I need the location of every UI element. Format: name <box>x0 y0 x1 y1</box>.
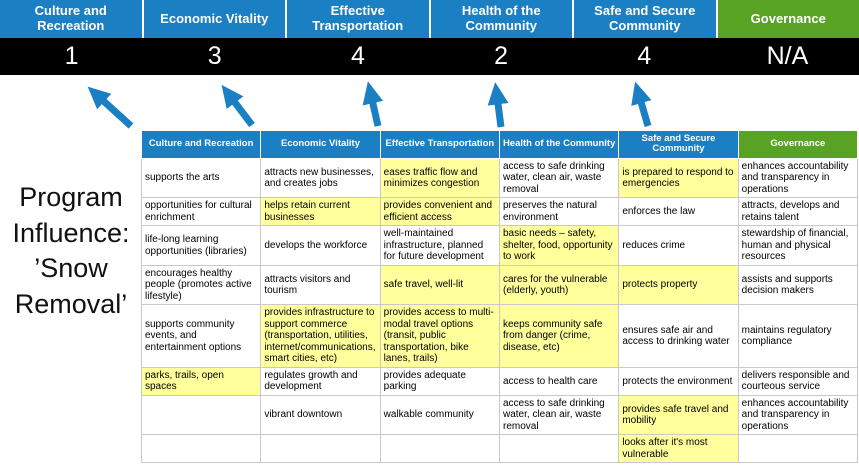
matrix-cell: provides access to multi-modal travel op… <box>379 304 500 368</box>
matrix-cell: supports community events, and entertain… <box>140 304 262 368</box>
matrix-cell-empty <box>498 434 620 464</box>
program-title-line: ’Snow <box>34 253 108 284</box>
matrix-cell: provides safe travel and mobility <box>618 394 739 436</box>
matrix-cell: access to safe drinking water, clean air… <box>498 157 620 199</box>
matrix-cell: access to health care <box>498 366 620 396</box>
pillar-score-safe-and-secure-community: 4 <box>637 42 652 70</box>
pillar-banner-effective-transportation: Effective Transportation <box>287 0 429 38</box>
matrix-cell: develops the workforce <box>260 225 381 266</box>
matrix-cell: walkable community <box>379 394 500 436</box>
matrix-cell: protects property <box>618 264 739 306</box>
matrix-cell: parks, trails, open spaces <box>140 366 262 396</box>
influence-matrix: Culture and Recreation Economic Vitality E… <box>140 130 859 464</box>
matrix-header-culture-and-recreation: Culture and Recreation <box>140 130 262 159</box>
pillar-score-culture-and-recreation: 1 <box>64 42 79 70</box>
matrix-row: parks, trails, open spaces regulates grow… <box>140 366 859 396</box>
matrix-cell: cares for the vulnerable (elderly, youth… <box>498 264 620 306</box>
pillar-score-economic-vitality: 3 <box>207 42 222 70</box>
matrix-row: opportunities for cultural enrichment hel… <box>140 197 859 227</box>
matrix-cell: assists and supports decision makers <box>737 264 859 306</box>
matrix-cell-empty <box>379 434 500 464</box>
matrix-header-safe-and-secure-community: Safe and Secure Community <box>618 130 739 159</box>
matrix-cell: looks after it's most vulnerable <box>618 434 739 464</box>
matrix-cell: ensures safe air and access to drinking … <box>618 304 739 368</box>
matrix-cell: attracts, develops and retains talent <box>737 197 859 227</box>
matrix-cell-empty <box>140 394 262 436</box>
matrix-row: supports the arts attracts new businesses… <box>140 157 859 199</box>
matrix-cell: vibrant downtown <box>260 394 381 436</box>
program-title: Program Influence: ’Snow Removal’ <box>0 180 142 323</box>
matrix-cell: enhances accountability and transparency… <box>737 394 859 436</box>
up-arrow-icon <box>87 86 134 129</box>
matrix-cell: delivers responsible and courteous servi… <box>737 366 859 396</box>
matrix-row: supports community events, and entertain… <box>140 304 859 368</box>
matrix-cell: attracts visitors and tourism <box>260 264 381 306</box>
matrix-cell: preserves the natural environment <box>498 197 620 227</box>
matrix-header-health-of-the-community: Health of the Community <box>498 130 620 159</box>
matrix-cell: safe travel, well-lit <box>379 264 500 306</box>
matrix-cell-empty <box>737 434 859 464</box>
matrix-cell: opportunities for cultural enrichment <box>140 197 262 227</box>
matrix-cell: supports the arts <box>140 157 262 199</box>
pillar-banner-governance: Governance <box>717 0 859 38</box>
matrix-cell: eases traffic flow and minimizes congest… <box>379 157 500 199</box>
pillar-banner-culture-and-recreation: Culture and Recreation <box>0 0 142 38</box>
pillar-score-row: 1 3 4 2 4 N/A <box>0 38 859 75</box>
matrix-cell: maintains regulatory compliance <box>737 304 859 368</box>
matrix-row: looks after it's most vulnerable <box>140 434 859 464</box>
program-title-line: Removal’ <box>14 288 128 319</box>
matrix-cell: protects the environment <box>618 366 739 396</box>
matrix-cell: is prepared to respond to emergencies <box>618 157 739 199</box>
matrix-cell: helps retain current businesses <box>260 197 381 227</box>
matrix-header-economic-vitality: Economic Vitality <box>260 130 381 159</box>
matrix-cell: access to safe drinking water, clean air… <box>498 394 620 436</box>
pillar-score-governance: N/A <box>766 42 809 70</box>
matrix-cell: enforces the law <box>618 197 739 227</box>
up-arrow-icon <box>362 81 384 127</box>
matrix-cell: life-long learning opportunities (librar… <box>140 225 262 266</box>
pillar-banner-row: Culture and Recreation Economic Vitality E… <box>0 0 859 38</box>
matrix-header-governance: Governance <box>737 130 859 159</box>
matrix-cell: provides infrastructure to support comme… <box>260 304 381 368</box>
matrix-body: supports the arts attracts new businesses… <box>140 157 859 464</box>
matrix-cell: basic needs – safety, shelter, food, opp… <box>498 225 620 266</box>
matrix-cell: well-maintained infrastructure, planned … <box>379 225 500 266</box>
matrix-cell: reduces crime <box>618 225 739 266</box>
matrix-row: encourages healthy people (promotes acti… <box>140 264 859 306</box>
matrix-cell: provides adequate parking <box>379 366 500 396</box>
matrix-header-row: Culture and Recreation Economic Vitality E… <box>140 130 859 159</box>
program-title-line: Influence: <box>12 217 130 248</box>
matrix-cell: attracts new businesses, and creates job… <box>260 157 381 199</box>
matrix-row: life-long learning opportunities (librar… <box>140 225 859 266</box>
matrix-cell: stewardship of financial, human and phys… <box>737 225 859 266</box>
matrix-cell: enhances accountability and transparency… <box>737 157 859 199</box>
up-arrow-icon <box>221 84 255 128</box>
matrix-cell: encourages healthy people (promotes acti… <box>140 264 262 306</box>
program-title-line: Program <box>19 182 123 212</box>
matrix-header-effective-transportation: Effective Transportation <box>379 130 500 159</box>
pillar-banner-economic-vitality: Economic Vitality <box>143 0 285 38</box>
matrix-cell-empty <box>140 434 262 464</box>
pillar-score-effective-transportation: 4 <box>350 42 365 70</box>
pillar-banner-health-of-the-community: Health of the Community <box>430 0 572 38</box>
up-arrow-icon <box>631 81 652 127</box>
matrix-row: vibrant downtown walkable community access… <box>140 394 859 436</box>
pillar-score-health-of-the-community: 2 <box>494 42 509 70</box>
up-arrow-icon <box>487 82 509 128</box>
influence-arrows <box>87 81 652 129</box>
matrix-cell: keeps community safe from danger (crime,… <box>498 304 620 368</box>
matrix-cell: provides convenient and efficient access <box>379 197 500 227</box>
matrix-cell-empty <box>260 434 381 464</box>
matrix-cell: regulates growth and development <box>260 366 381 396</box>
pillar-banner-safe-and-secure-community: Safe and Secure Community <box>574 0 716 38</box>
